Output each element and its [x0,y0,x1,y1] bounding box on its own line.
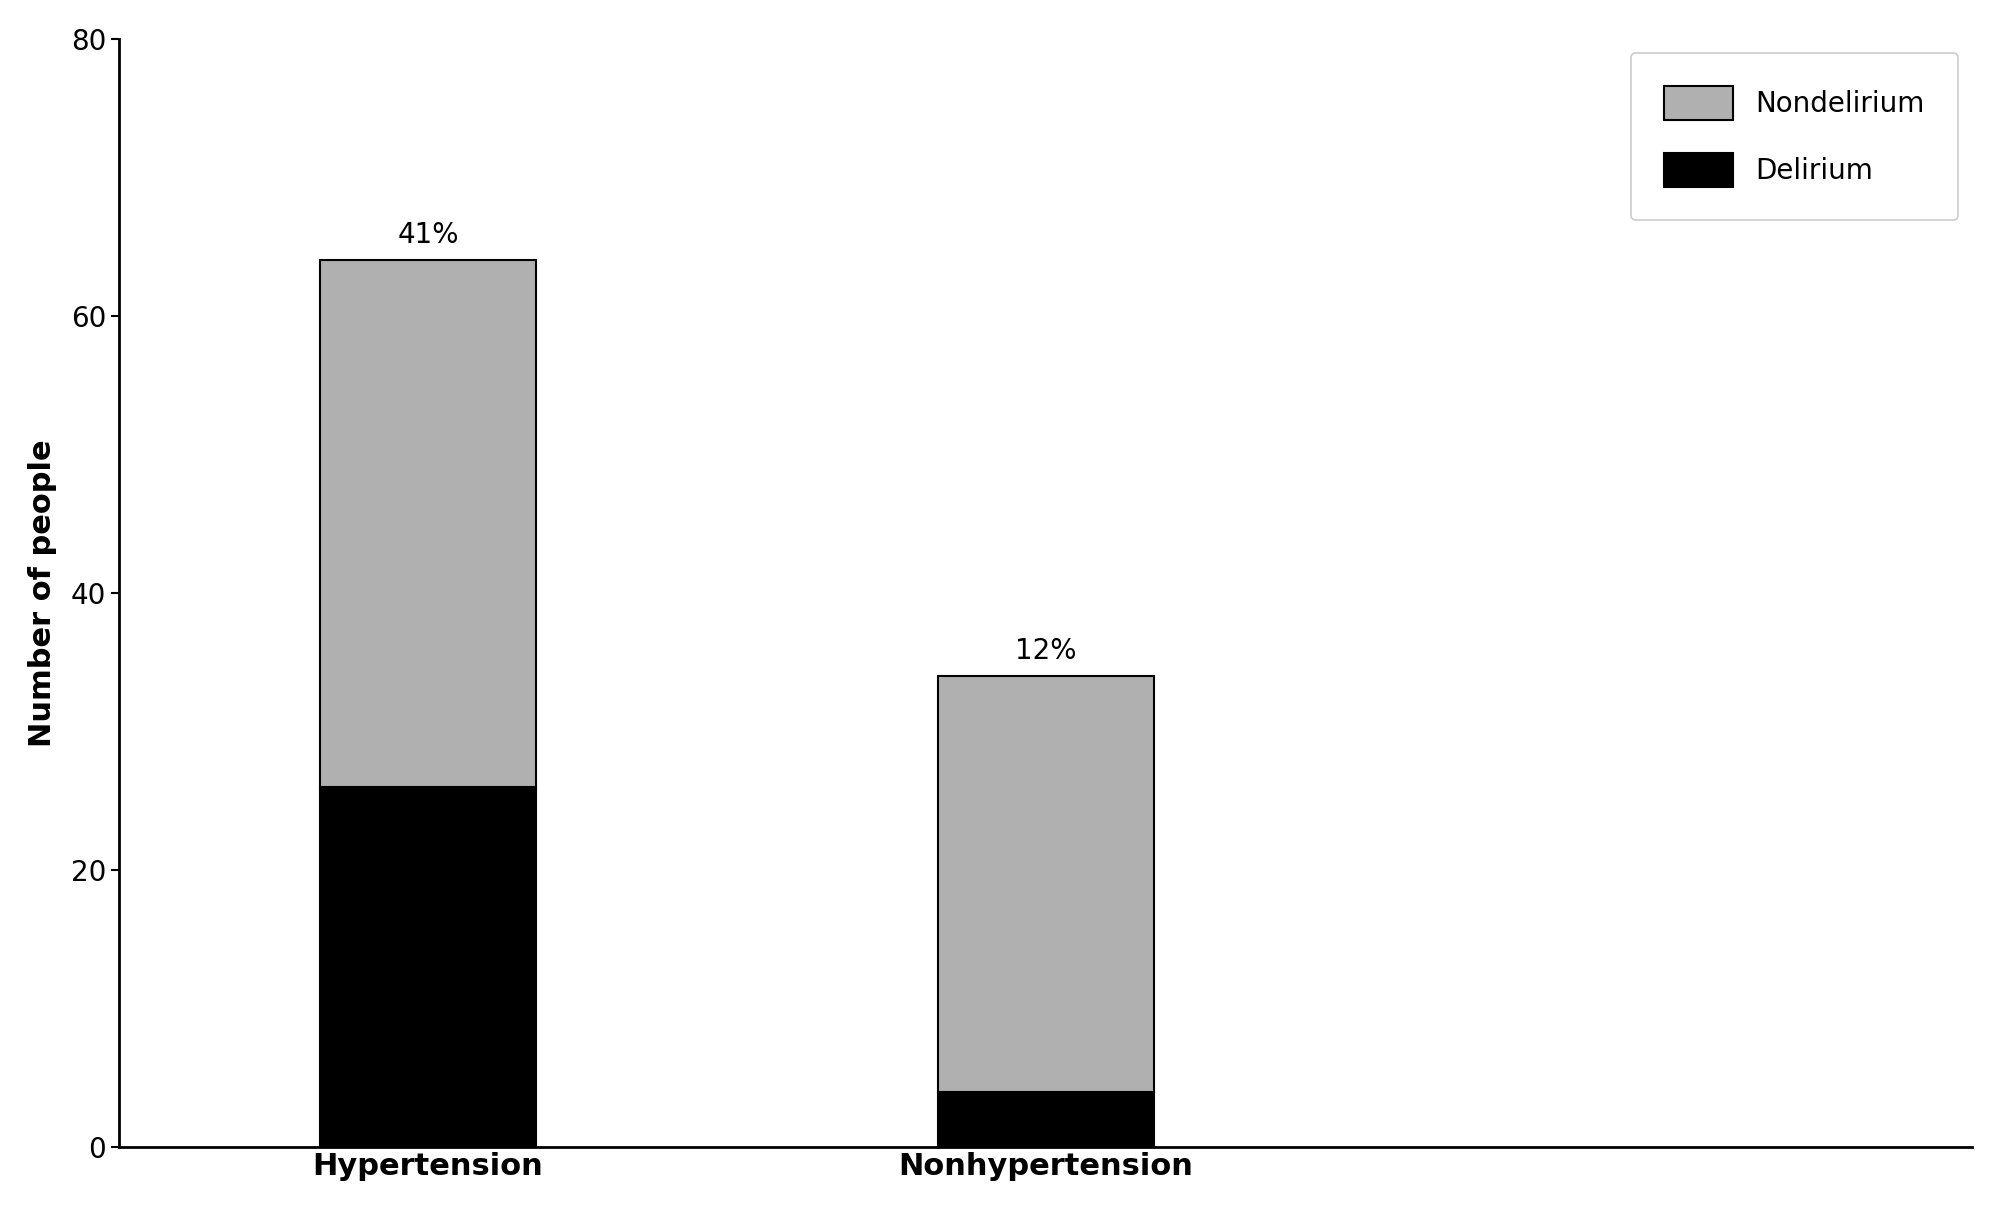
Bar [938,676,1154,1092]
Bar [938,1092,1154,1147]
Text: 41%: 41% [398,221,458,249]
Bar [320,787,536,1147]
Legend: Nondelirium, Delirium: Nondelirium, Delirium [1630,53,1958,220]
Bar [320,260,536,787]
Y-axis label: Number of people: Number of people [28,439,56,747]
Text: 12%: 12% [1014,637,1076,665]
